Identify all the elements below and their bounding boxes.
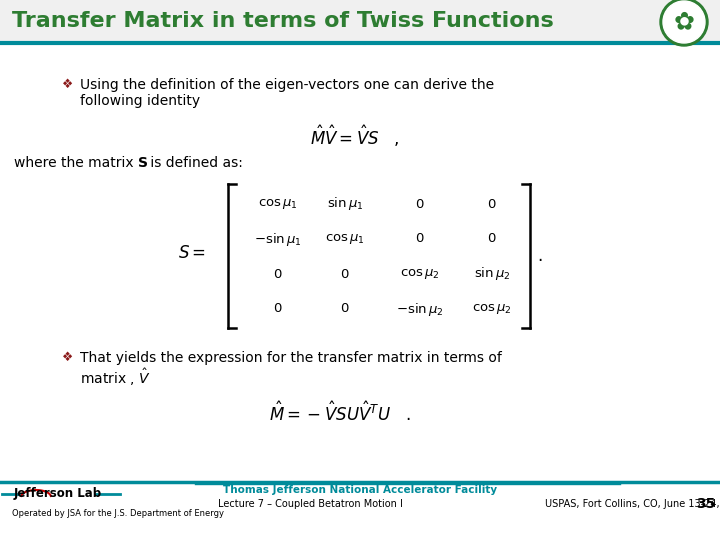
Text: $0$: $0$ <box>415 198 425 211</box>
Text: $0$: $0$ <box>487 233 497 246</box>
Text: where the matrix: where the matrix <box>14 156 138 170</box>
Text: S: S <box>138 156 148 170</box>
Text: ❖: ❖ <box>63 351 73 364</box>
Text: 35: 35 <box>696 497 716 511</box>
Text: is defined as:: is defined as: <box>146 156 243 170</box>
Text: $\cos\mu_2$: $\cos\mu_2$ <box>472 302 512 316</box>
Text: $\hat{M} = -\hat{V}SU\hat{V}^{T}U$   .: $\hat{M} = -\hat{V}SU\hat{V}^{T}U$ . <box>269 401 411 424</box>
Text: $0$: $0$ <box>274 267 283 280</box>
Text: That yields the expression for the transfer matrix in terms of: That yields the expression for the trans… <box>80 351 502 365</box>
Text: $\cos\mu_2$: $\cos\mu_2$ <box>400 267 440 281</box>
Text: .: . <box>537 247 542 265</box>
Text: following identity: following identity <box>80 94 200 108</box>
FancyBboxPatch shape <box>0 0 720 43</box>
Text: $-\sin\mu_2$: $-\sin\mu_2$ <box>396 300 444 318</box>
Text: $\cos\mu_1$: $\cos\mu_1$ <box>258 197 298 211</box>
Text: ✿: ✿ <box>673 10 695 34</box>
Circle shape <box>663 1 705 43</box>
Text: $-\sin\mu_1$: $-\sin\mu_1$ <box>254 231 302 247</box>
Text: Using the definition of the eigen-vectors one can derive the: Using the definition of the eigen-vector… <box>80 78 494 92</box>
Text: Transfer Matrix in terms of Twiss Functions: Transfer Matrix in terms of Twiss Functi… <box>12 11 554 31</box>
Text: matrix , $\hat{V}$: matrix , $\hat{V}$ <box>80 367 150 388</box>
Circle shape <box>660 0 708 46</box>
Text: Operated by JSA for the J.S. Department of Energy: Operated by JSA for the J.S. Department … <box>12 510 224 518</box>
Text: USPAS, Fort Collins, CO, June 13-24, 2016: USPAS, Fort Collins, CO, June 13-24, 201… <box>545 499 720 509</box>
Text: $0$: $0$ <box>487 198 497 211</box>
Text: $\cos\mu_1$: $\cos\mu_1$ <box>325 232 365 246</box>
Text: ❖: ❖ <box>63 78 73 91</box>
Text: $0$: $0$ <box>274 302 283 315</box>
Text: $0$: $0$ <box>341 302 350 315</box>
Text: $\hat{M}\hat{V} = \hat{V}S$   ,: $\hat{M}\hat{V} = \hat{V}S$ , <box>310 123 400 148</box>
Text: $\sin\mu_2$: $\sin\mu_2$ <box>474 266 510 282</box>
Text: Thomas Jefferson National Accelerator Facility: Thomas Jefferson National Accelerator Fa… <box>223 485 497 495</box>
Text: $\sin\mu_1$: $\sin\mu_1$ <box>327 195 364 213</box>
Text: Jefferson Lab: Jefferson Lab <box>14 488 102 501</box>
Text: Lecture 7 – Coupled Betatron Motion I: Lecture 7 – Coupled Betatron Motion I <box>217 499 402 509</box>
Text: $0$: $0$ <box>415 233 425 246</box>
Text: $0$: $0$ <box>341 267 350 280</box>
Text: $S =$: $S =$ <box>178 244 206 262</box>
